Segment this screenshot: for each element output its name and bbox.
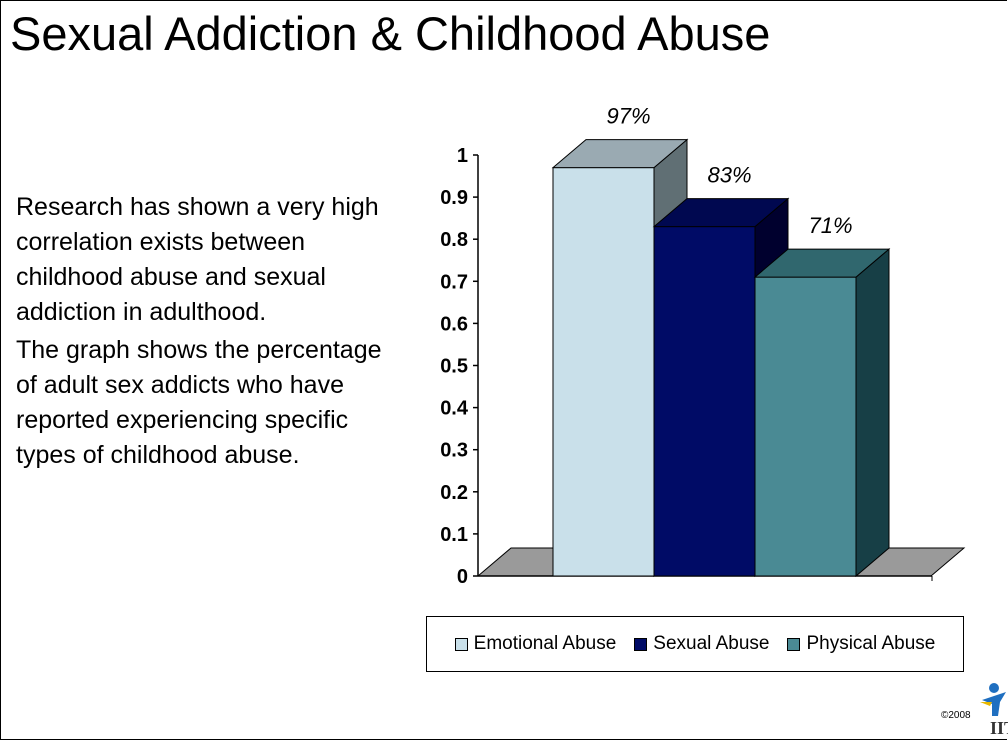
legend-label-physical: Physical Abuse xyxy=(806,633,936,654)
y-tick-label: 0 xyxy=(457,566,468,588)
bar-physical xyxy=(753,248,891,578)
y-tick-label: 0.1 xyxy=(440,524,468,546)
legend-item-sexual: Sexual Abuse xyxy=(634,633,769,655)
y-tick-label: 0.7 xyxy=(440,271,468,293)
iitap-figure-icon xyxy=(980,683,1006,716)
iitap-logo-text: IITAP xyxy=(990,718,1008,738)
bar-side-physical xyxy=(855,248,890,578)
y-tick-label: 0.4 xyxy=(440,398,469,420)
y-tick-label: 0.5 xyxy=(440,356,468,378)
legend-swatch-emotional xyxy=(454,637,468,651)
bar-front-sexual xyxy=(653,226,756,577)
data-label-physical: 71% xyxy=(808,213,852,238)
data-labels: 97% 83% 71% xyxy=(606,104,852,238)
bar-top-emotional xyxy=(551,139,689,169)
slide-title: Sexual Addiction & Childhood Abuse xyxy=(10,7,771,60)
body-paragraph-2: The graph shows the percentage of adult … xyxy=(16,336,382,469)
y-tick-label: 0.2 xyxy=(440,482,468,504)
bar-top-physical xyxy=(753,248,891,278)
legend-item-physical: Physical Abuse xyxy=(787,633,935,655)
data-label-emotional: 97% xyxy=(606,104,650,129)
y-tick-label: 0.8 xyxy=(440,229,468,251)
bar-top-sexual xyxy=(652,198,790,228)
y-tick-label: 0.3 xyxy=(440,440,468,462)
copyright-notice: ©2008 xyxy=(941,710,971,721)
body-paragraph-1: Research has shown a very high correlati… xyxy=(16,193,379,326)
chart-bars xyxy=(551,138,891,578)
chart-legend: Emotional Abuse Sexual Abuse Physical Ab… xyxy=(426,616,964,672)
slide-body: Research has shown a very high correlati… xyxy=(16,190,396,476)
bar-front-emotional xyxy=(552,167,655,577)
y-tick-label: 1 xyxy=(457,145,468,167)
legend-swatch-physical xyxy=(787,637,801,651)
legend-swatch-sexual xyxy=(634,637,648,651)
y-tick-label: 0.6 xyxy=(440,313,468,335)
bar-front-physical xyxy=(754,276,857,577)
data-label-sexual: 83% xyxy=(707,163,751,188)
legend-label-emotional: Emotional Abuse xyxy=(473,633,617,654)
legend-item-emotional: Emotional Abuse xyxy=(454,633,617,655)
legend-label-sexual: Sexual Abuse xyxy=(653,633,770,654)
y-tick-label: 0.9 xyxy=(440,187,468,209)
